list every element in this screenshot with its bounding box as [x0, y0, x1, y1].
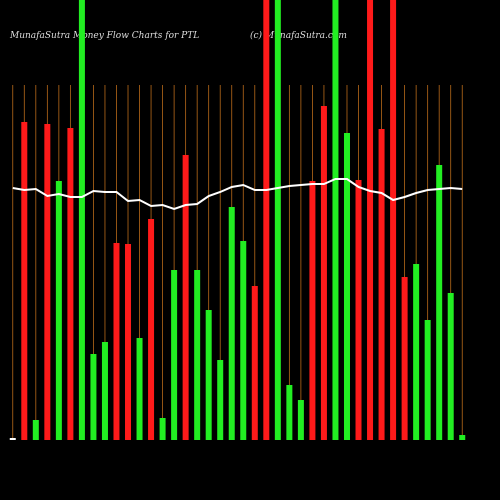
bar [401, 277, 408, 440]
bar [44, 124, 51, 440]
bar [459, 435, 466, 440]
bar [367, 0, 374, 440]
bar [413, 264, 420, 440]
bar [9, 438, 16, 440]
bar [228, 207, 235, 440]
bar [332, 0, 339, 440]
bar [436, 165, 443, 440]
bar [263, 0, 270, 440]
bar [217, 360, 224, 440]
bar [67, 128, 74, 440]
bar [390, 0, 397, 440]
bar [286, 385, 293, 440]
bar [309, 181, 316, 440]
bar [447, 293, 454, 440]
bar [32, 420, 39, 440]
bar [90, 354, 97, 440]
bar [171, 270, 178, 440]
bar [205, 310, 212, 440]
bar [159, 418, 166, 440]
bar [378, 129, 385, 440]
bar [240, 241, 247, 440]
bar [424, 320, 431, 440]
bar [55, 181, 62, 440]
bar [101, 342, 108, 440]
money-flow-line [12, 178, 463, 211]
bar [78, 0, 85, 440]
bar [182, 155, 189, 440]
bar [113, 243, 120, 440]
chart-subtitle: (c) MunafaSutra.com [250, 30, 347, 41]
bar [194, 270, 201, 440]
bar [125, 244, 132, 440]
bar [21, 122, 28, 440]
bar [251, 286, 258, 440]
bar [297, 400, 304, 440]
bar [320, 106, 327, 440]
bar [355, 180, 362, 440]
bar [274, 0, 281, 440]
chart-title: MunafaSutra Money Flow Charts for PTL [9, 31, 199, 41]
bar [136, 338, 143, 440]
bar [148, 219, 155, 440]
bar [343, 133, 350, 440]
